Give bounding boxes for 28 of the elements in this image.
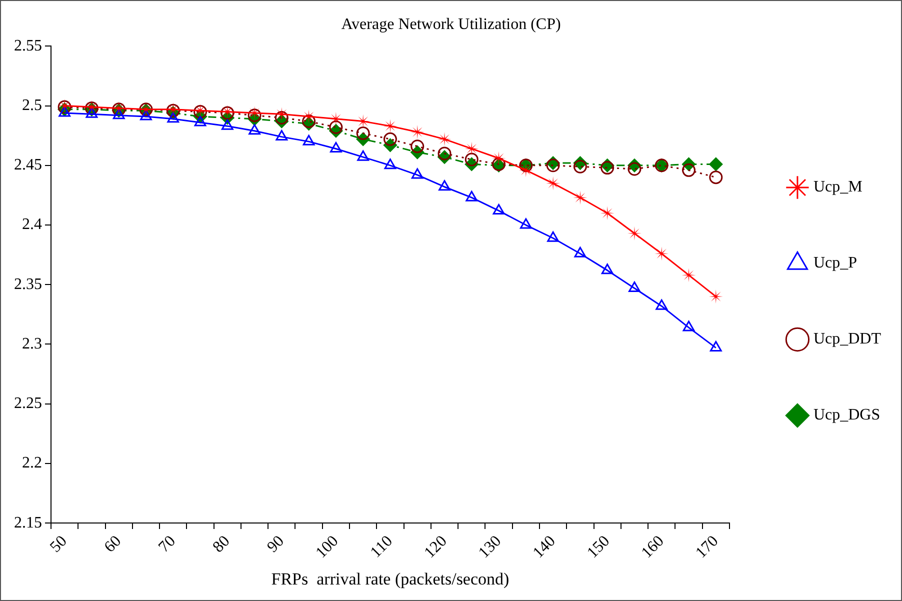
legend-label: Ucp_DDT [813,330,882,348]
x-tick-label: 170 [692,532,722,562]
x-tick-label: 160 [638,532,668,562]
x-axis-title: FRPs arrival rate (packets/second) [271,569,510,588]
x-tick-label: 60 [101,532,125,556]
x-tick-label: 80 [210,532,234,556]
x-tick-label: 50 [47,532,70,556]
x-tick-label: 110 [367,532,396,562]
x-tick-label: 150 [584,532,614,562]
y-tick-label: 2.35 [14,276,42,293]
legend-label: Ucp_DGS [813,406,880,424]
x-tick-label: 130 [476,532,505,562]
y-tick-label: 2.4 [22,216,42,234]
x-tick-label: 90 [264,532,288,556]
x-tick-label: 70 [156,532,179,556]
y-tick-label: 2.45 [14,156,42,174]
chart-title: Average Network Utilization (CP) [341,16,561,33]
x-tick-label: 140 [530,532,559,562]
legend-label: Ucp_P [813,254,858,272]
y-tick-label: 2.25 [14,395,42,412]
y-tick-label: 2.2 [22,454,42,472]
x-tick-label: 100 [312,532,342,562]
legend-label: Ucp_M [813,178,862,196]
x-tick-label: 120 [421,532,450,562]
y-tick-label: 2.15 [14,514,42,532]
y-tick-label: 2.3 [22,335,42,352]
y-tick-label: 2.5 [22,97,42,114]
y-tick-label: 2.55 [14,37,42,54]
